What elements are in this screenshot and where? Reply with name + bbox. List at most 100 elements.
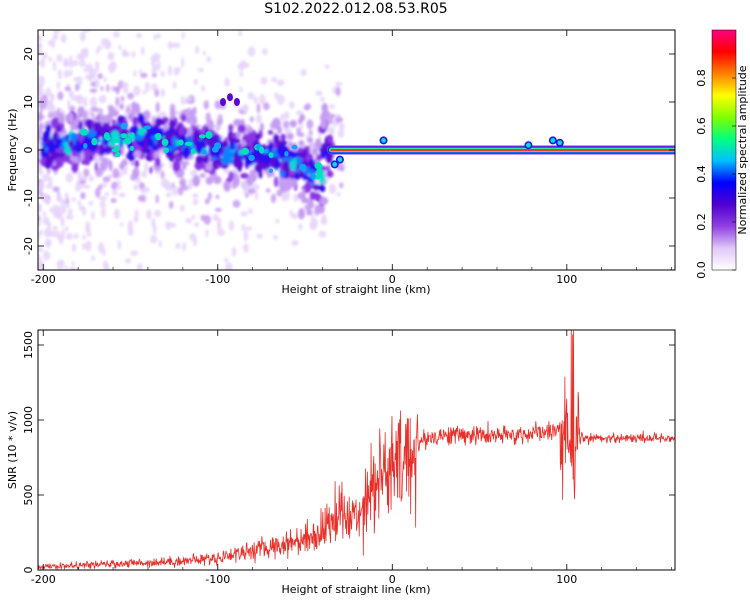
spectrogram-cell <box>271 77 278 83</box>
spectrogram-cell <box>246 175 254 187</box>
colorbar-label: Normalized spectral amplitude <box>736 65 749 234</box>
spectrogram-hotspot <box>120 133 128 139</box>
spectrogram-cell <box>100 37 109 46</box>
spectrogram-cell <box>340 165 344 170</box>
spectrogram-cell <box>113 86 121 92</box>
spectrogram-cell <box>319 184 326 193</box>
spectrogram-cell <box>38 112 43 122</box>
spectrogram-cell <box>212 124 220 130</box>
spectrogram-cell <box>306 184 314 190</box>
spectrogram-cell <box>161 162 165 167</box>
spectrogram-cell <box>37 18 41 27</box>
spectrogram-cell <box>38 98 43 108</box>
spectrogram-cell <box>328 183 337 195</box>
spectrogram-cell <box>231 246 237 258</box>
spectrogram-cell <box>85 225 90 232</box>
spectrogram-cell <box>160 88 166 98</box>
spectrogram-cell <box>52 20 59 26</box>
carrier-bump-core <box>557 140 563 146</box>
spectrogram-hotspot <box>111 148 120 153</box>
spectrogram-cell <box>185 116 191 124</box>
spectrogram-cell <box>214 207 222 212</box>
spectrogram-cell <box>149 166 153 174</box>
spectrogram-cell <box>79 59 86 68</box>
spectrogram-cell <box>201 84 206 92</box>
spectrogram-cell <box>249 116 254 123</box>
spectrogram-cell <box>115 185 122 190</box>
spectrogram-cell <box>45 130 50 138</box>
spectrogram-cell <box>83 67 89 73</box>
spectrogram-cell <box>105 274 112 285</box>
spectrogram-cell <box>86 110 92 117</box>
x-tick-label: -200 <box>31 573 56 586</box>
spectrogram-cell <box>321 102 329 113</box>
spectrogram-cell <box>312 147 318 156</box>
spectrogram-cell <box>171 186 179 196</box>
spectrogram-cell <box>180 185 189 191</box>
spectrogram-blobs <box>37 18 346 299</box>
spectrogram-cell <box>185 217 192 224</box>
spectrogram-cell <box>315 90 323 96</box>
spectrogram-cell <box>95 273 100 279</box>
spectrogram-cell <box>170 131 176 137</box>
spectrogram-cell <box>243 63 250 68</box>
spectrogram-cell <box>44 220 51 226</box>
spectrogram-cell <box>291 240 299 246</box>
spectrogram-cell <box>168 40 172 50</box>
spectrogram-cell <box>44 289 48 299</box>
spectrogram-cell <box>247 208 253 214</box>
spectrogram-hotspot <box>120 122 128 130</box>
spectrogram-cell <box>99 201 106 209</box>
spectrogram-hotspot <box>112 138 120 144</box>
spectrogram-cell <box>138 69 142 75</box>
spectrogram-cell <box>172 42 181 49</box>
spectrogram-cell <box>52 132 59 142</box>
spectrogram-cell <box>182 146 191 159</box>
spectrogram-hotspot <box>211 146 219 153</box>
spectrogram-cell <box>49 293 53 299</box>
spectrogram-cell <box>88 175 95 182</box>
spectrogram-cell <box>205 228 209 238</box>
spectrogram-cell <box>220 155 230 165</box>
snr-y-axis-label: SNR (10 * v/v) <box>6 411 19 489</box>
spectrogram-cell <box>296 109 303 116</box>
spectrogram-cell <box>232 199 241 208</box>
spectrogram-cell <box>173 110 181 116</box>
spectrogram-cell <box>106 84 110 93</box>
spectrogram-cell <box>298 132 305 138</box>
spectrogram-cell <box>98 112 104 120</box>
spectrogram-cell <box>48 103 54 109</box>
spectrogram-cell <box>247 46 256 57</box>
spectrogram-cell <box>65 214 74 220</box>
spectrogram-cell <box>136 33 143 39</box>
colorbar-tick-label: 0.8 <box>695 69 708 87</box>
spectrogram-cell <box>38 246 44 253</box>
spectrogram-cell <box>47 141 56 153</box>
spectrogram-hotspot <box>114 152 121 158</box>
spectrogram-cell <box>282 120 290 129</box>
spectrogram-cell <box>69 124 78 131</box>
spectrogram-cell <box>237 163 242 173</box>
spectrogram-cell <box>319 196 329 206</box>
spectrogram-cell <box>78 204 85 212</box>
spectrogram-cell <box>276 140 282 147</box>
spectrogram-hotspot <box>190 148 196 155</box>
spectrogram-cell <box>228 124 234 132</box>
spectrogram-cell <box>172 160 181 173</box>
spectrogram-cell <box>298 152 307 159</box>
spectrogram-cell <box>253 96 259 104</box>
y-tick-label: 0 <box>22 567 35 574</box>
spectrogram-cell <box>203 100 210 110</box>
spectrogram-cell <box>94 61 100 68</box>
spectrogram-cell <box>173 154 182 161</box>
x-tick-label: -100 <box>205 273 230 286</box>
spectrogram-cell <box>77 172 83 182</box>
spectrogram-cell <box>54 290 59 296</box>
snr-x-axis-label: Height of straight line (km) <box>281 583 430 596</box>
spectrogram-cell <box>307 137 314 144</box>
carrier-bump-core <box>332 162 338 167</box>
spectrogram-cell <box>80 192 86 200</box>
spectrogram-cell <box>228 220 235 231</box>
spectrogram-cell <box>119 222 124 227</box>
spectrogram-cell <box>183 97 189 105</box>
